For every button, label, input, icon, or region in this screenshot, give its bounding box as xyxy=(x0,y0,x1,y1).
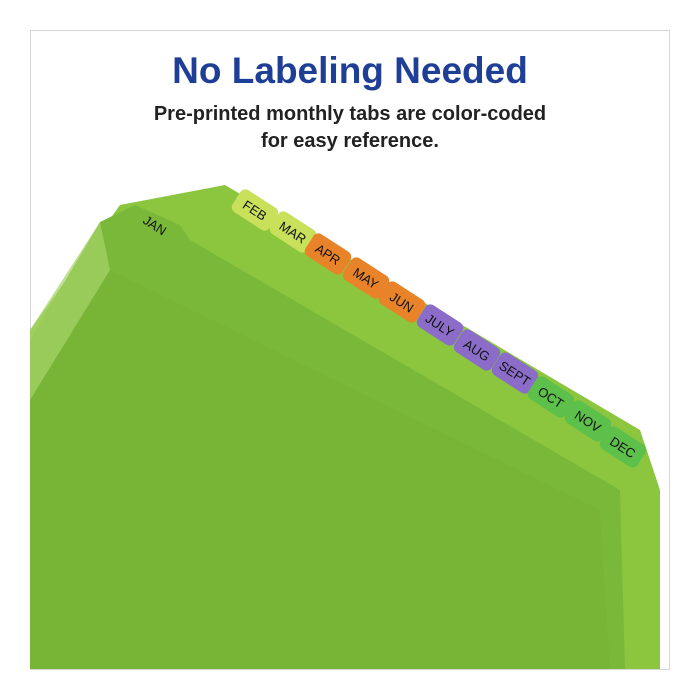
subtitle-line: Pre-printed monthly tabs are color-coded xyxy=(154,103,546,125)
folders xyxy=(30,185,660,669)
folder-edge xyxy=(30,222,110,400)
tab-shape xyxy=(491,352,539,394)
tab-shape xyxy=(599,426,647,468)
tab-shape xyxy=(453,329,501,371)
tab: APR xyxy=(304,233,352,275)
tab-shape xyxy=(416,304,464,346)
subtitle-line: for easy reference. xyxy=(261,130,439,152)
tab-shape xyxy=(304,233,352,275)
tab-shape xyxy=(527,376,575,418)
tab-shape xyxy=(564,400,612,442)
tab-shape xyxy=(378,281,426,323)
tab: OCT xyxy=(527,376,575,418)
tab-shape xyxy=(269,211,317,253)
tab-shape xyxy=(231,189,279,231)
title: No Labeling Needed xyxy=(172,50,528,91)
folder-body xyxy=(30,270,610,669)
tab: FEB xyxy=(231,189,279,231)
tab-shape xyxy=(342,257,390,299)
